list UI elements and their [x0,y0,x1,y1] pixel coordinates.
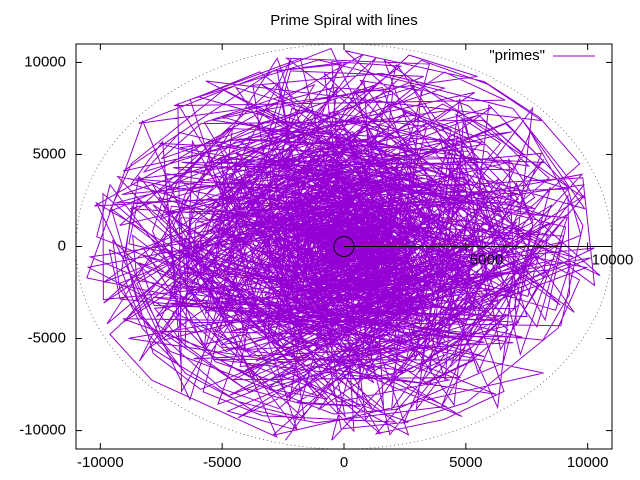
legend-label: "primes" [489,47,545,64]
y-tick-label: 5000 [33,145,66,162]
y-tick-label: 10000 [24,53,66,70]
x-tick-label: 10000 [567,454,609,471]
y-tick-label: -5000 [28,330,66,347]
x-tick-label: -5000 [203,454,241,471]
y-tick-label: 0 [58,237,66,254]
x-tick-label: 0 [340,454,348,471]
chart-title: Prime Spiral with lines [270,12,418,29]
series-line [86,47,601,441]
x-tick-label: -10000 [77,454,124,471]
r-tick-label: 5000 [470,251,503,268]
x-tick-label: 5000 [449,454,482,471]
y-tick-label: -10000 [19,422,66,439]
r-tick-label: 10000 [592,251,634,268]
